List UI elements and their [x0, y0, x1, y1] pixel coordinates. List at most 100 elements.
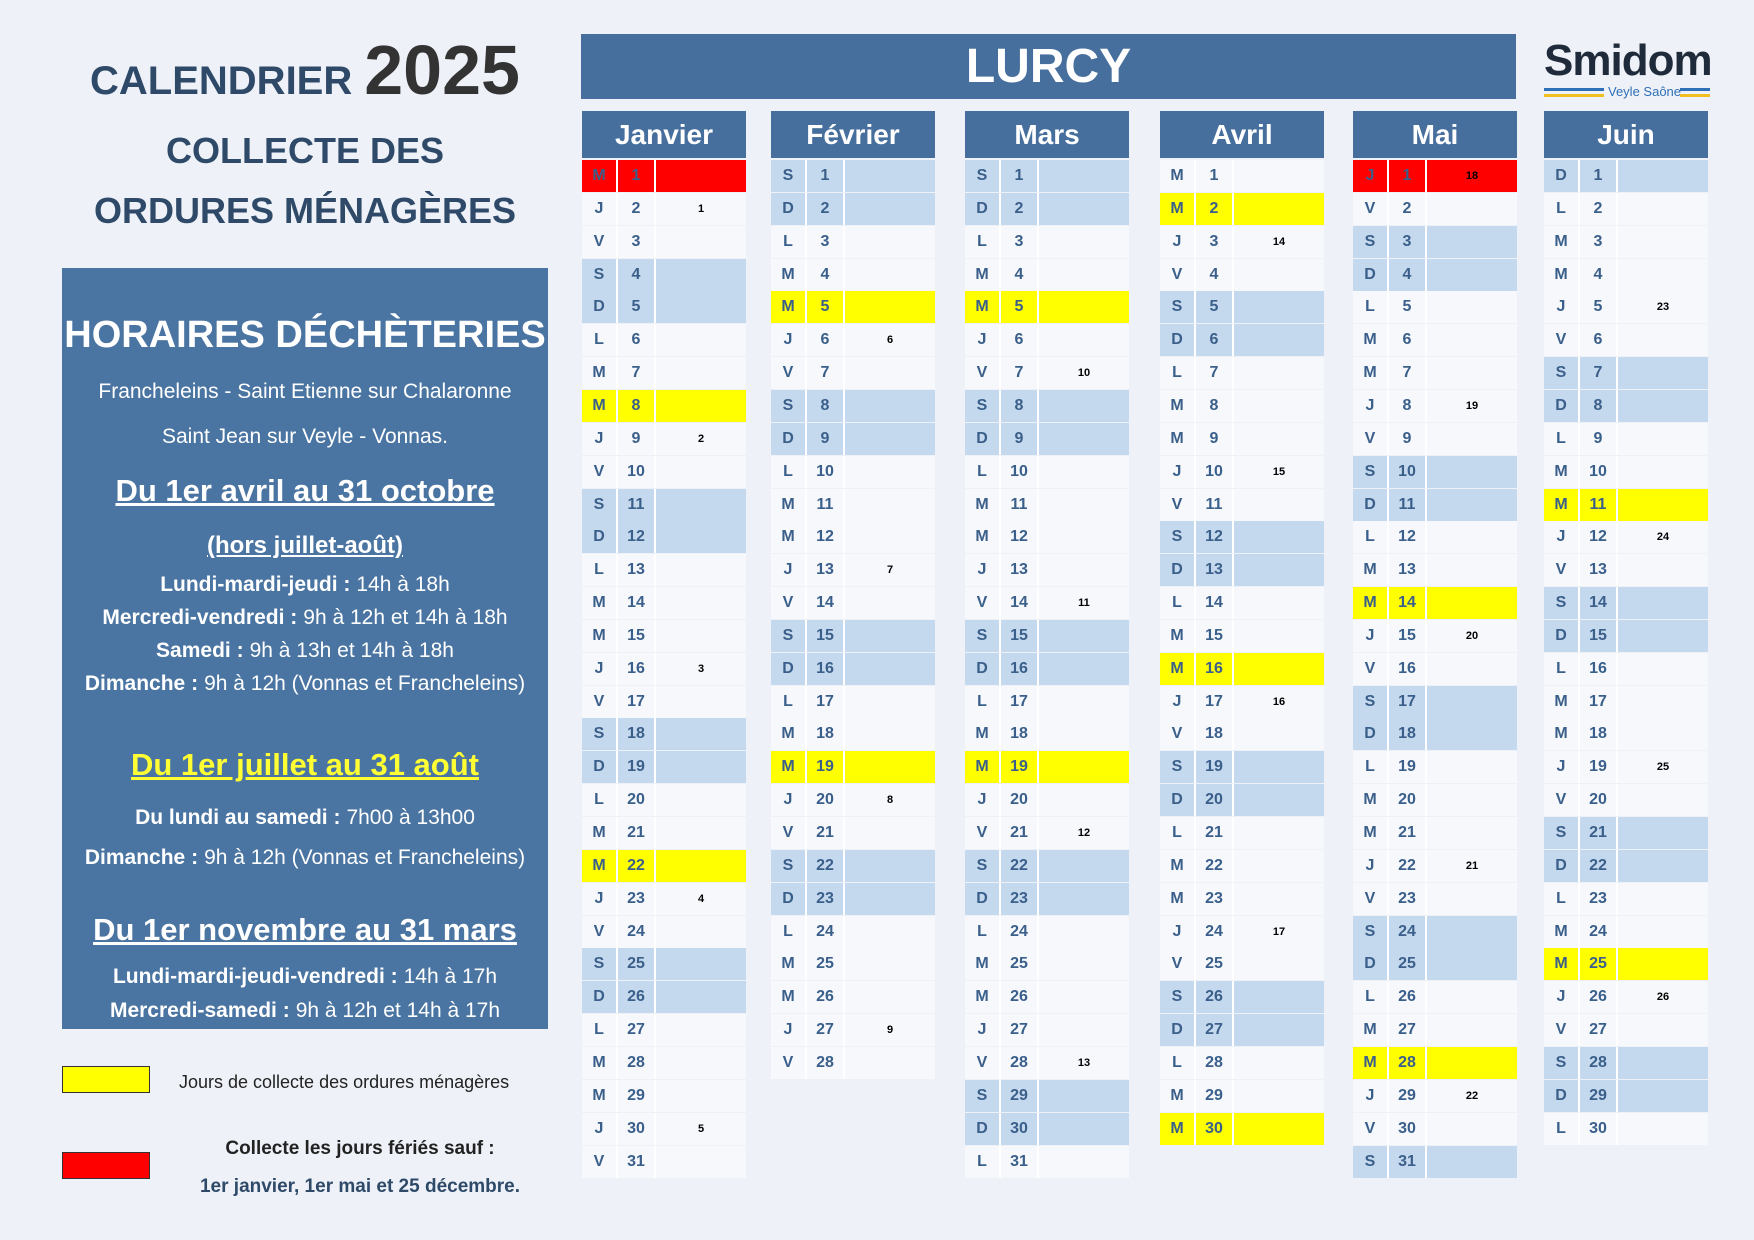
day-row: M 15 — [1160, 619, 1324, 652]
day-row: V 21 — [771, 817, 935, 849]
day-number: 3 — [618, 225, 656, 258]
weekday: V — [771, 817, 807, 849]
empty-cell — [1039, 390, 1129, 422]
title: CALENDRIER 2025 — [0, 30, 610, 110]
weekday: D — [582, 291, 618, 324]
empty-cell — [1427, 751, 1517, 783]
day-number: 26 — [1580, 981, 1618, 1014]
day-row: L 28 — [1160, 1046, 1324, 1079]
weekday: S — [1544, 587, 1580, 620]
day-row: V 24 — [582, 915, 746, 948]
commune-banner: LURCY — [581, 34, 1516, 99]
weekday: M — [582, 1079, 618, 1112]
collection-number: 2 — [697, 432, 705, 445]
empty-cell — [1039, 948, 1129, 980]
day-number: 11 — [1001, 488, 1039, 521]
weekday: D — [965, 1112, 1001, 1145]
empty-cell — [1039, 916, 1129, 948]
empty-cell — [1427, 193, 1517, 225]
weekday: L — [582, 554, 618, 587]
day-number: 26 — [1196, 981, 1234, 1014]
empty-cell — [1039, 1146, 1129, 1178]
day-row: M 24 — [1544, 915, 1708, 948]
day-row: M 12 — [965, 521, 1129, 554]
day-number: 2 — [1001, 192, 1039, 225]
day-row: S 17 — [1353, 685, 1517, 718]
day-row: D 13 — [1160, 554, 1324, 587]
empty-cell — [845, 883, 935, 915]
day-number: 31 — [1001, 1145, 1039, 1178]
weekday: J — [1160, 455, 1196, 488]
day-row: M 12 — [771, 521, 935, 554]
day-number: 5 — [618, 291, 656, 324]
day-number: 7 — [1196, 357, 1234, 390]
weekday: M — [1353, 1046, 1389, 1079]
day-number: 13 — [1001, 554, 1039, 587]
day-number: 27 — [807, 1014, 845, 1047]
day-number: 1 — [1001, 160, 1039, 192]
day-row: L 17 — [771, 685, 935, 718]
empty-cell — [656, 916, 746, 948]
day-number: 17 — [1389, 685, 1427, 718]
collection-number: 20 — [1465, 629, 1479, 642]
weekday: M — [771, 751, 807, 784]
day-row: M 11 — [965, 488, 1129, 521]
day-number: 23 — [1580, 882, 1618, 915]
day-number: 14 — [618, 587, 656, 620]
day-number: 3 — [1580, 225, 1618, 258]
weekday: M — [1353, 554, 1389, 587]
day-number: 14 — [1196, 587, 1234, 620]
empty-cell — [1234, 718, 1324, 750]
weekday: J — [771, 1014, 807, 1047]
weekday: M — [1160, 1079, 1196, 1112]
weekday: S — [1353, 225, 1389, 258]
weekday: M — [1544, 915, 1580, 948]
day-row: J 3 14 — [1160, 225, 1324, 258]
day-number: 11 — [807, 488, 845, 521]
day-number: 3 — [807, 225, 845, 258]
empty-cell — [656, 456, 746, 488]
day-number: 17 — [1196, 685, 1234, 718]
site: Saint Jean sur Veyle - Vonnas. — [161, 425, 448, 448]
day-number: 13 — [1580, 554, 1618, 587]
day-number: 1 — [1580, 160, 1618, 192]
hours: 9h à 12h (Vonnas et Francheleins) — [204, 672, 526, 695]
empty-cell — [1234, 883, 1324, 915]
weekday: J — [582, 652, 618, 685]
collection-number: 11 — [1078, 597, 1090, 610]
day-number: 2 — [1196, 192, 1234, 225]
day-number: 16 — [1196, 652, 1234, 685]
weekday: L — [1353, 291, 1389, 324]
weekday: M — [1544, 488, 1580, 521]
day-number: 28 — [1580, 1046, 1618, 1079]
title-text: CALENDRIER — [90, 59, 353, 103]
empty-cell — [1039, 620, 1129, 652]
day-row: J 22 21 — [1353, 849, 1517, 882]
hours-line: Mercredi-vendredi :9h à 12h et 14h à 18h — [62, 606, 548, 630]
weekday: D — [582, 521, 618, 554]
hours: 9h à 12h et 14h à 17h — [295, 999, 501, 1022]
weekday: L — [1544, 882, 1580, 915]
day-row: D 16 — [965, 652, 1129, 685]
day-number: 1 — [1389, 160, 1427, 192]
empty-cell — [1039, 1113, 1129, 1145]
day-row: S 31 — [1353, 1145, 1517, 1178]
day-row: D 12 — [582, 521, 746, 554]
day-number: 4 — [1001, 258, 1039, 291]
empty-cell — [1234, 653, 1324, 685]
weekday: V — [1160, 718, 1196, 751]
weekday: D — [1160, 554, 1196, 587]
day-row: J 17 16 — [1160, 685, 1324, 718]
day-row: V 21 12 — [965, 817, 1129, 849]
day-row: J 16 3 — [582, 652, 746, 685]
hours-line: Lundi-mardi-jeudi :14h à 18h — [62, 573, 548, 597]
day-number: 30 — [1001, 1112, 1039, 1145]
weekday: S — [965, 849, 1001, 882]
weekday: M — [1353, 357, 1389, 390]
day-row: S 11 — [582, 488, 746, 521]
day-number: 28 — [1196, 1046, 1234, 1079]
